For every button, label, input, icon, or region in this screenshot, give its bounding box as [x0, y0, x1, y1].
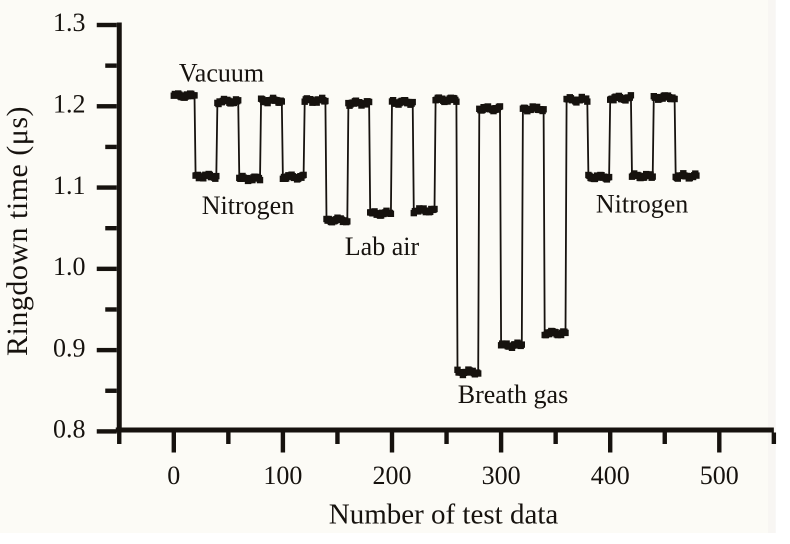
y-minor-tick [105, 63, 117, 68]
y-axis-title: Ringdown time (μs) [1, 106, 34, 356]
y-tick-label: 1.0 [53, 252, 86, 281]
x-minor-tick [335, 432, 340, 444]
x-major-tick [608, 432, 613, 453]
y-tick-label: 0.8 [53, 415, 86, 444]
x-axis-line [115, 427, 774, 433]
x-axis-title: Number of test data [329, 499, 559, 531]
y-axis-line [116, 22, 122, 433]
annotation-lab-air: Lab air [345, 232, 420, 261]
data-series-line [173, 92, 698, 378]
y-major-tick [96, 429, 117, 434]
annotation-breath-gas: Breath gas [458, 380, 568, 409]
x-minor-tick [444, 432, 449, 444]
y-minor-tick [105, 226, 117, 231]
data-series-markers [170, 90, 700, 379]
x-minor-tick [117, 432, 122, 444]
x-tick-label: 400 [591, 461, 630, 490]
y-major-tick [96, 185, 117, 190]
y-minor-tick [105, 307, 117, 312]
y-major-tick [96, 266, 117, 272]
y-major-tick [96, 104, 117, 109]
x-minor-tick [553, 432, 558, 444]
x-minor-tick [226, 432, 231, 444]
x-major-tick [389, 432, 395, 453]
annotation-nitrogen: Nitrogen [202, 191, 294, 220]
x-tick-label: 200 [373, 461, 412, 490]
y-major-tick [96, 22, 117, 28]
x-tick-label: 100 [263, 461, 302, 490]
x-minor-tick [662, 432, 667, 444]
y-major-tick [96, 347, 117, 353]
figure-right-edge [768, 0, 776, 533]
x-minor-tick [771, 432, 777, 444]
x-tick-label: 500 [700, 461, 739, 490]
y-tick-label: 0.9 [53, 333, 86, 362]
x-major-tick [498, 432, 504, 453]
x-tick-label: 0 [167, 461, 180, 490]
y-tick-label: 1.3 [53, 8, 86, 37]
y-tick-label: 1.2 [53, 89, 86, 118]
x-major-tick [280, 432, 286, 453]
annotation-vacuum: Vacuum [179, 59, 264, 88]
y-minor-tick [105, 388, 117, 393]
y-minor-tick [105, 144, 117, 150]
x-major-tick [171, 432, 176, 453]
x-tick-label: 300 [482, 461, 521, 490]
figure-background [0, 0, 775, 533]
annotation-nitrogen: Nitrogen [596, 190, 688, 219]
x-major-tick [717, 432, 722, 453]
y-tick-label: 1.1 [53, 171, 86, 200]
